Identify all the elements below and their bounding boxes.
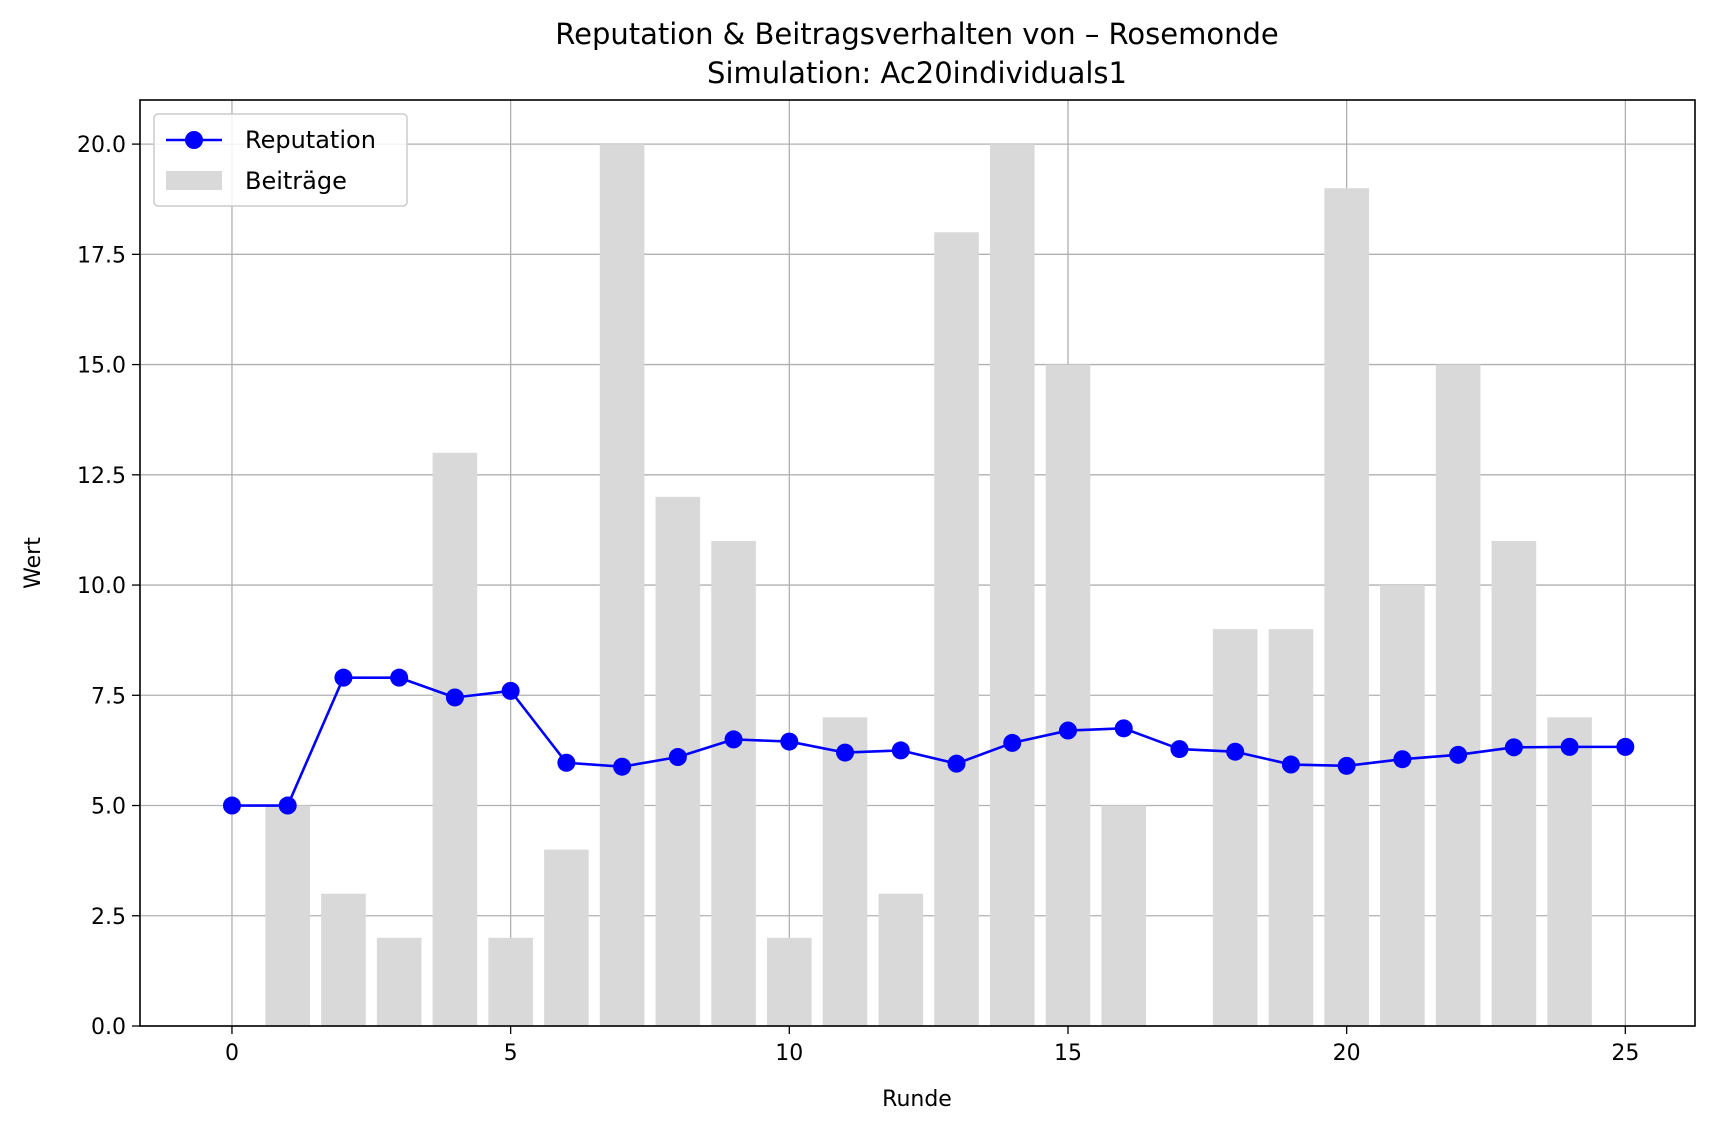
x-tick-label: 15 <box>1054 1041 1082 1066</box>
bar-series <box>265 144 1592 1027</box>
bar <box>1101 805 1147 1026</box>
bar <box>432 452 478 1026</box>
bar <box>488 937 533 1026</box>
y-tick-label: 2.5 <box>91 905 126 930</box>
reputation-point <box>1616 737 1635 756</box>
legend: Reputation Beiträge <box>153 113 408 207</box>
bar <box>989 144 1035 1027</box>
bar <box>599 144 645 1027</box>
reputation-point <box>390 668 409 687</box>
bar <box>822 717 868 1026</box>
x-tick-label: 25 <box>1611 1041 1639 1066</box>
legend-marker-swatch <box>185 131 203 149</box>
x-axis-label: Runde <box>882 1087 952 1112</box>
reputation-point <box>278 796 297 815</box>
reputation-point <box>1003 733 1022 752</box>
legend-label-beitraege: Beiträge <box>245 167 347 195</box>
reputation-point <box>1337 756 1356 775</box>
y-axis: 0.0 2.5 5.0 7.5 10.0 12.5 15.0 17.5 20.0 <box>77 133 140 1040</box>
reputation-point <box>724 730 743 749</box>
reputation-point <box>1504 738 1523 757</box>
bar <box>1268 629 1314 1026</box>
reputation-point <box>557 753 576 772</box>
legend-bar-swatch <box>166 171 222 190</box>
y-tick-label: 17.5 <box>77 243 126 268</box>
bar <box>1435 364 1481 1027</box>
y-tick-label: 20.0 <box>77 133 126 158</box>
x-tick-label: 10 <box>775 1041 803 1066</box>
reputation-point <box>222 796 241 815</box>
x-tick-label: 20 <box>1333 1041 1361 1066</box>
chart-title: Reputation & Beitragsverhalten von – Ros… <box>555 17 1278 51</box>
reputation-point <box>1058 721 1077 740</box>
y-tick-label: 5.0 <box>91 795 126 820</box>
bar <box>544 849 589 1026</box>
reputation-point <box>334 668 353 687</box>
reputation-point <box>1449 745 1468 764</box>
line-series <box>222 668 1635 815</box>
x-axis: 0 5 10 15 20 25 <box>225 1026 1639 1066</box>
bar <box>376 937 422 1026</box>
reputation-point <box>780 732 799 751</box>
reputation-point <box>1560 737 1579 756</box>
y-tick-label: 12.5 <box>77 464 126 489</box>
bar <box>767 937 812 1026</box>
reputation-point <box>1393 750 1412 769</box>
reputation-point <box>1114 719 1133 738</box>
y-axis-label: Wert <box>21 537 46 589</box>
bar <box>321 893 366 1026</box>
reputation-point <box>445 688 464 707</box>
reputation-point <box>613 757 632 776</box>
y-tick-label: 10.0 <box>77 574 126 599</box>
reputation-point <box>947 754 966 773</box>
bar <box>1380 585 1425 1026</box>
x-tick-label: 0 <box>225 1041 239 1066</box>
bar <box>1547 717 1592 1026</box>
bar <box>711 540 756 1026</box>
reputation-point <box>1170 740 1189 759</box>
reputation-point <box>501 681 520 700</box>
bar <box>1045 364 1091 1027</box>
reputation-point <box>668 748 687 767</box>
y-tick-label: 0.0 <box>91 1015 126 1040</box>
x-tick-label: 5 <box>504 1041 518 1066</box>
bar <box>934 232 979 1027</box>
reputation-line <box>231 676 1626 807</box>
reputation-point <box>836 743 855 762</box>
legend-label-reputation: Reputation <box>245 126 376 154</box>
bar <box>1212 629 1258 1026</box>
plot-frame <box>139 99 1696 1027</box>
bar <box>1324 188 1369 1026</box>
bar <box>878 893 924 1026</box>
reputation-point <box>891 741 910 760</box>
reputation-point <box>1226 742 1245 761</box>
bar <box>1491 540 1537 1026</box>
y-tick-label: 15.0 <box>77 354 126 379</box>
bar <box>265 805 310 1026</box>
reputation-point <box>1281 755 1300 774</box>
y-tick-label: 7.5 <box>91 684 126 709</box>
chart-subtitle: Simulation: Ac20individuals1 <box>707 56 1127 90</box>
